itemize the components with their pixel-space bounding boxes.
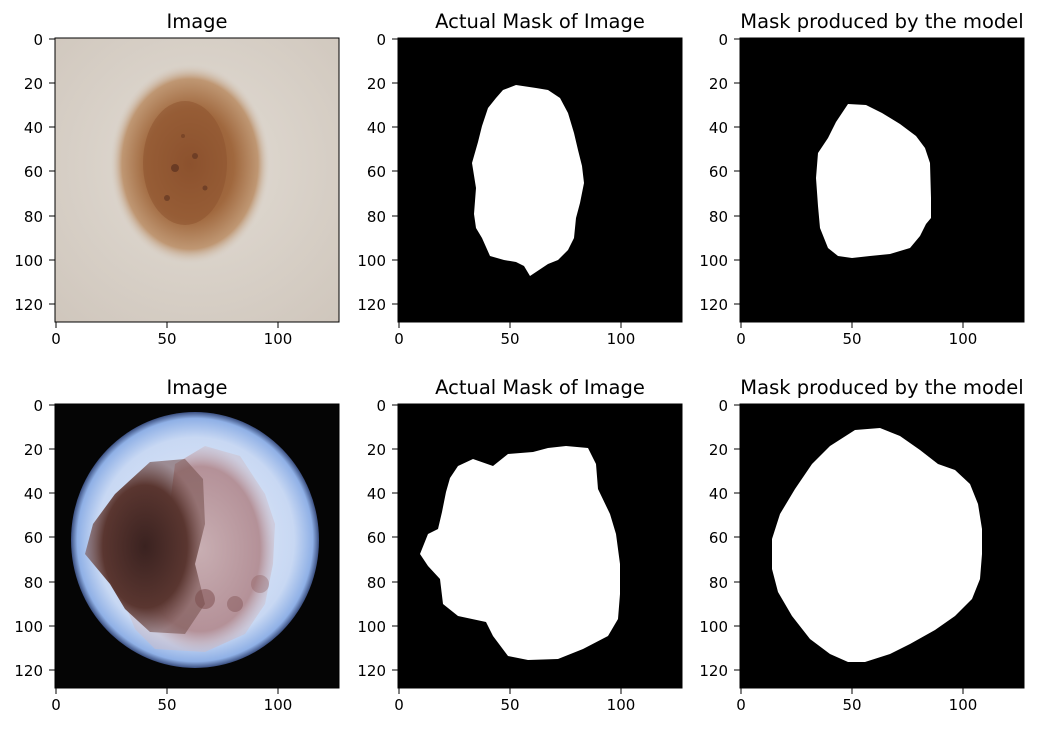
mask-region — [472, 85, 584, 276]
y-tick-label: 40 — [24, 485, 43, 503]
y-tick-label: 120 — [699, 296, 728, 314]
x-tick-label: 50 — [157, 330, 176, 348]
y-tick-label: 120 — [14, 296, 43, 314]
skin-lesion-image — [55, 38, 339, 322]
y-tick-label: 100 — [357, 618, 386, 636]
x-tick-label: 0 — [51, 696, 61, 714]
y-tick-label: 80 — [367, 574, 386, 592]
dermoscopy-image — [55, 404, 339, 688]
y-axis: 0 20 40 60 80 100 120 — [699, 31, 740, 314]
panel-row1-predicted-mask: Mask produced by the model 0 20 40 60 80… — [699, 10, 1025, 348]
x-tick-label: 0 — [736, 330, 746, 348]
y-axis: 0 20 40 60 80 100 120 — [14, 31, 55, 314]
y-tick-label: 60 — [24, 529, 43, 547]
x-tick-label: 100 — [264, 696, 293, 714]
mask-region — [816, 104, 931, 258]
x-axis: 0 50 100 — [736, 322, 977, 348]
y-tick-label: 0 — [718, 31, 728, 49]
y-tick-label: 20 — [367, 75, 386, 93]
panel-row1-actual-mask: Actual Mask of Image 0 20 40 60 80 100 1… — [357, 10, 683, 348]
x-tick-label: 100 — [949, 330, 978, 348]
x-axis: 0 50 100 — [51, 688, 292, 714]
panel-row1-image: Image 0 20 40 60 80 100 120 0 50 100 — [14, 10, 340, 348]
panel-title: Image — [166, 10, 227, 33]
y-tick-label: 80 — [24, 208, 43, 226]
y-tick-label: 0 — [33, 31, 43, 49]
panel-title: Image — [166, 376, 227, 399]
y-tick-label: 40 — [709, 485, 728, 503]
y-tick-label: 60 — [24, 163, 43, 181]
y-tick-label: 40 — [24, 119, 43, 137]
y-tick-label: 20 — [24, 75, 43, 93]
y-tick-label: 20 — [709, 441, 728, 459]
mask-region — [420, 446, 620, 660]
y-axis: 0 20 40 60 80 100 120 — [14, 397, 55, 680]
panel-title: Actual Mask of Image — [435, 10, 645, 33]
y-tick-label: 120 — [14, 662, 43, 680]
y-tick-label: 0 — [376, 31, 386, 49]
y-tick-label: 100 — [699, 252, 728, 270]
x-tick-label: 50 — [500, 696, 519, 714]
y-tick-label: 40 — [367, 485, 386, 503]
y-tick-label: 0 — [376, 397, 386, 415]
y-tick-label: 60 — [709, 163, 728, 181]
x-axis: 0 50 100 — [394, 688, 635, 714]
y-tick-label: 100 — [357, 252, 386, 270]
x-tick-label: 100 — [949, 696, 978, 714]
x-axis: 0 50 100 — [394, 322, 635, 348]
y-tick-label: 60 — [709, 529, 728, 547]
x-tick-label: 100 — [264, 330, 293, 348]
y-tick-label: 60 — [367, 163, 386, 181]
y-tick-label: 0 — [718, 397, 728, 415]
y-tick-label: 20 — [24, 441, 43, 459]
x-tick-label: 50 — [842, 696, 861, 714]
x-tick-label: 0 — [394, 696, 404, 714]
y-axis: 0 20 40 60 80 100 120 — [357, 397, 398, 680]
panel-title: Mask produced by the model — [740, 10, 1023, 33]
y-tick-label: 100 — [699, 618, 728, 636]
x-tick-label: 100 — [607, 330, 636, 348]
x-tick-label: 100 — [607, 696, 636, 714]
panel-row2-predicted-mask: Mask produced by the model 0 20 40 60 80… — [699, 376, 1025, 714]
x-tick-label: 50 — [157, 696, 176, 714]
x-axis: 0 50 100 — [51, 322, 292, 348]
y-tick-label: 80 — [709, 574, 728, 592]
y-tick-label: 80 — [709, 208, 728, 226]
y-tick-label: 20 — [367, 441, 386, 459]
x-tick-label: 50 — [842, 330, 861, 348]
x-tick-label: 0 — [394, 330, 404, 348]
y-tick-label: 120 — [357, 296, 386, 314]
y-tick-label: 0 — [33, 397, 43, 415]
x-axis: 0 50 100 — [736, 688, 977, 714]
y-tick-label: 40 — [709, 119, 728, 137]
x-tick-label: 0 — [51, 330, 61, 348]
y-tick-label: 100 — [14, 618, 43, 636]
mask-region — [772, 428, 982, 662]
y-tick-label: 120 — [699, 662, 728, 680]
panel-row2-actual-mask: Actual Mask of Image 0 20 40 60 80 100 1… — [357, 376, 683, 714]
y-tick-label: 100 — [14, 252, 43, 270]
y-tick-label: 60 — [367, 529, 386, 547]
y-tick-label: 20 — [709, 75, 728, 93]
y-tick-label: 80 — [24, 574, 43, 592]
y-axis: 0 20 40 60 80 100 120 — [699, 397, 740, 680]
x-tick-label: 0 — [736, 696, 746, 714]
panel-title: Actual Mask of Image — [435, 376, 645, 399]
panel-row2-image: Image 0 20 40 60 80 100 120 0 50 100 — [14, 376, 340, 714]
panel-title: Mask produced by the model — [740, 376, 1023, 399]
y-tick-label: 80 — [367, 208, 386, 226]
y-tick-label: 40 — [367, 119, 386, 137]
y-tick-label: 120 — [357, 662, 386, 680]
y-axis: 0 20 40 60 80 100 120 — [357, 31, 398, 314]
x-tick-label: 50 — [500, 330, 519, 348]
